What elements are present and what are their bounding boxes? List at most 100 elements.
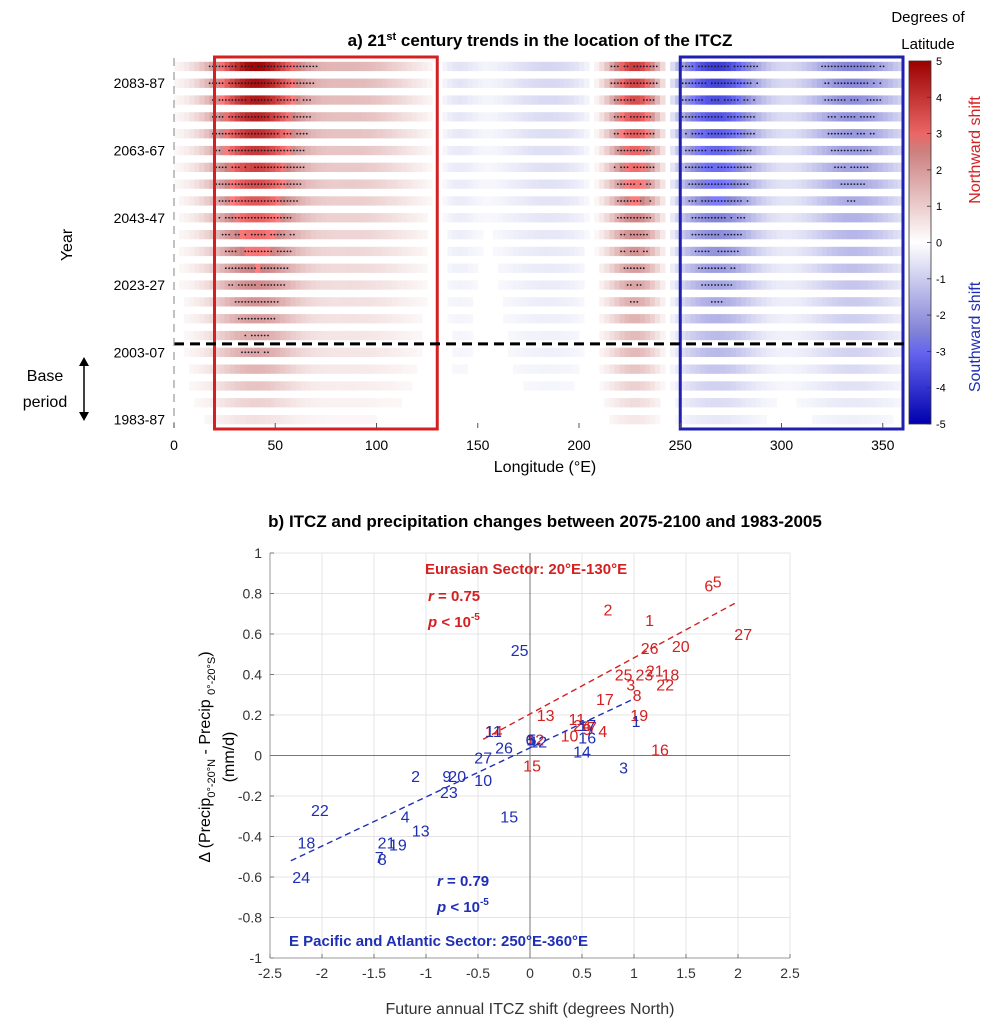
heatmap-cell: [680, 330, 686, 341]
heatmap-cell: [720, 330, 727, 341]
significance-dot: [698, 65, 700, 68]
heatmap-cell: [558, 347, 565, 357]
heatmap-cell: [371, 330, 377, 341]
heatmap-cell: [882, 263, 889, 273]
heatmap-cell: [801, 347, 808, 357]
heatmap-cell: [781, 297, 787, 307]
heatmap-cell: [720, 162, 727, 172]
significance-dot: [636, 301, 639, 303]
heatmap-cell: [761, 280, 767, 290]
heatmap-cell: [619, 145, 625, 156]
heatmap-cell: [781, 61, 787, 72]
heatmap-cell: [381, 330, 388, 341]
heatmap-cell: [194, 213, 200, 223]
heatmap-cell: [735, 398, 742, 408]
heatmap-cell: [346, 246, 352, 257]
significance-dot: [280, 216, 282, 219]
eurasian-point: 1: [645, 613, 654, 630]
heatmap-row: [174, 145, 904, 156]
heatmap-cell: [320, 162, 327, 172]
heatmap-cell: [761, 381, 767, 391]
significance-dot: [254, 267, 256, 270]
heatmap-cell: [806, 95, 813, 105]
heatmap-cell: [639, 330, 646, 341]
heatmap-cell: [265, 398, 271, 408]
heatmap-cell: [341, 381, 347, 391]
heatmap-cell: [239, 364, 246, 374]
heatmap-cell: [330, 398, 337, 408]
heatmap-cell: [634, 330, 641, 341]
heatmap-cell: [816, 230, 823, 240]
heatmap-cell: [204, 297, 210, 307]
heatmap-cell: [660, 364, 666, 374]
heatmap-cell: [280, 398, 286, 408]
heatmap-cell: [386, 129, 393, 139]
heatmap-cell: [427, 112, 433, 122]
significance-dot: [263, 65, 266, 68]
heatmap-cell: [189, 263, 195, 273]
heatmap-cell: [660, 314, 666, 324]
heatmap-cell: [862, 213, 868, 223]
significance-dot: [257, 216, 260, 219]
heatmap-cell: [341, 398, 347, 408]
significance-dot: [623, 267, 626, 270]
significance-dot: [746, 99, 749, 101]
heatmap-cell: [634, 179, 641, 189]
significance-dot: [727, 149, 729, 152]
heatmap-cell: [234, 162, 241, 172]
significance-dot: [263, 233, 266, 236]
heatmap-cell: [609, 230, 615, 240]
heatmap-cell: [761, 95, 767, 105]
heatmap-cell: [194, 381, 200, 391]
heatmap-cell: [822, 297, 828, 307]
heatmap-cell: [882, 129, 889, 139]
heatmap-cell: [816, 314, 823, 324]
heatmap-cell: [204, 230, 210, 240]
x-tick-label: 100: [365, 437, 389, 453]
significance-dot: [629, 116, 632, 118]
heatmap-cell: [872, 179, 879, 189]
heatmap-cell: [654, 196, 661, 206]
heatmap-cell: [396, 179, 403, 189]
heatmap-cell: [371, 213, 377, 223]
heatmap-cell: [897, 196, 904, 206]
x-tick-label: 350: [871, 437, 895, 453]
pacific-point: 22: [311, 803, 329, 820]
heatmap-cell: [801, 61, 808, 72]
heatmap-cell: [498, 213, 504, 223]
significance-dot: [837, 65, 840, 68]
heatmap-cell: [199, 78, 205, 88]
significance-dot: [633, 301, 635, 303]
heatmap-cell: [330, 330, 337, 341]
heatmap-cell: [325, 280, 332, 290]
heatmap-cell: [427, 129, 433, 139]
heatmap-cell: [315, 415, 322, 425]
significance-dot: [840, 149, 843, 152]
significance-dot: [834, 149, 836, 152]
heatmap-cell: [336, 162, 342, 172]
heatmap-cell: [401, 330, 408, 341]
significance-dot: [293, 116, 295, 118]
heatmap-cell: [315, 381, 322, 391]
heatmap-cell: [660, 297, 666, 307]
significance-dot: [286, 82, 289, 85]
heatmap-cell: [705, 78, 712, 88]
heatmap-cell: [553, 330, 560, 341]
heatmap-cell: [756, 213, 762, 223]
heatmap-cell: [189, 179, 195, 189]
heatmap-cell: [472, 280, 479, 290]
heatmap-cell: [270, 398, 276, 408]
heatmap-cell: [518, 213, 524, 223]
heatmap-cell: [513, 230, 519, 240]
heatmap-cell: [295, 129, 301, 139]
heatmap-cell: [801, 129, 808, 139]
significance-dot: [633, 99, 635, 101]
significance-dot: [283, 82, 286, 85]
significance-dot: [837, 82, 840, 85]
heatmap-cell: [604, 78, 610, 88]
heatmap-cell: [892, 246, 899, 257]
significance-dot: [746, 116, 749, 118]
heatmap-cell: [492, 213, 499, 223]
heatmap-cell: [391, 129, 398, 139]
significance-dot: [221, 65, 224, 68]
